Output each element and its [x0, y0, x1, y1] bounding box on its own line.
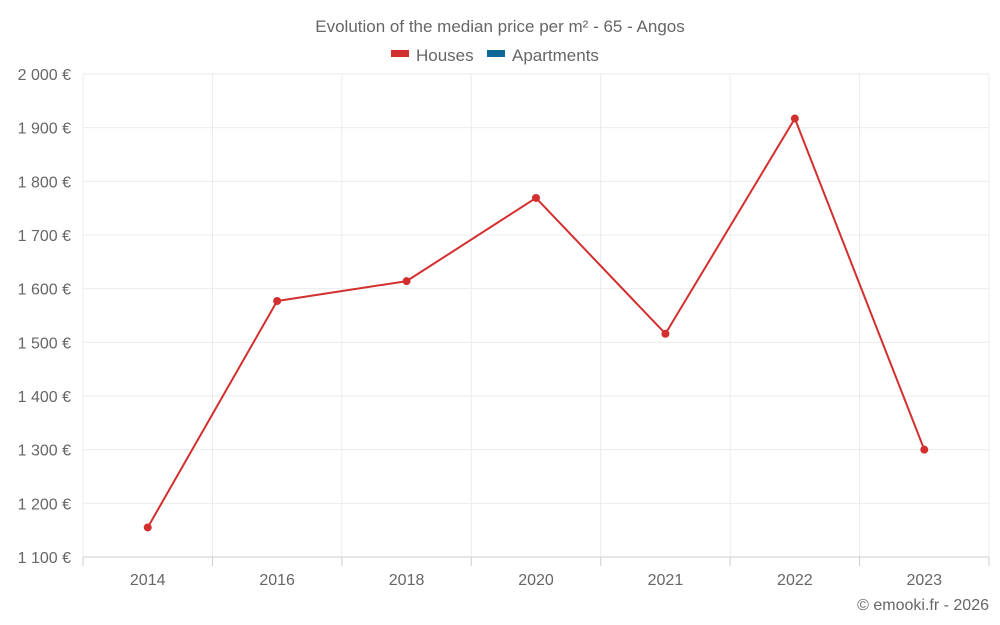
data-point-houses[interactable]	[143, 523, 152, 532]
data-point-houses[interactable]	[532, 193, 540, 202]
data-point-houses[interactable]	[920, 445, 929, 454]
y-axis: 1 100 € 1 200 € 1 300 € 1 400 € 1 500 € 1 600…	[18, 67, 71, 567]
data-point-houses[interactable]	[402, 277, 411, 286]
x-tick-label: 2018	[389, 572, 425, 589]
x-tick-label: 2021	[648, 572, 684, 589]
x-tick-label: 2020	[518, 572, 554, 589]
data-point-houses[interactable]	[273, 297, 282, 306]
x-tick-label: 2016	[259, 572, 295, 589]
y-tick-label: 1 700 €	[18, 228, 71, 245]
y-tick-label: 1 500 €	[18, 335, 71, 352]
y-tick-label: 1 300 €	[18, 443, 71, 460]
chart-title: Evolution of the median price per m² - 6…	[315, 17, 684, 36]
credit-text: © emooki.fr - 2026	[857, 597, 989, 614]
x-axis: 2014 2016 2018 2020 2021 2022 2023	[82, 557, 990, 589]
legend-swatch-houses	[391, 50, 409, 57]
legend: Houses Apartments	[391, 46, 599, 65]
series-line-houses	[146, 117, 926, 528]
legend-label-apartments[interactable]: Apartments	[512, 46, 599, 65]
y-tick-label: 1 100 €	[18, 550, 71, 567]
y-tick-label: 1 900 €	[18, 121, 71, 138]
y-tick-label: 1 200 €	[18, 496, 71, 513]
y-tick-label: 2 000 €	[18, 67, 71, 84]
legend-label-houses[interactable]: Houses	[416, 46, 474, 65]
y-tick-label: 1 600 €	[18, 282, 71, 299]
data-point-houses[interactable]	[790, 114, 799, 123]
grid	[82, 73, 990, 558]
x-tick-label: 2022	[777, 572, 813, 589]
series-houses	[143, 114, 929, 532]
y-tick-label: 1 400 €	[18, 389, 71, 406]
data-point-houses[interactable]	[661, 329, 670, 338]
legend-swatch-apartments	[487, 50, 505, 57]
y-tick-label: 1 800 €	[18, 174, 71, 191]
x-tick-label: 2023	[906, 572, 942, 589]
x-tick-label: 2014	[130, 572, 166, 589]
